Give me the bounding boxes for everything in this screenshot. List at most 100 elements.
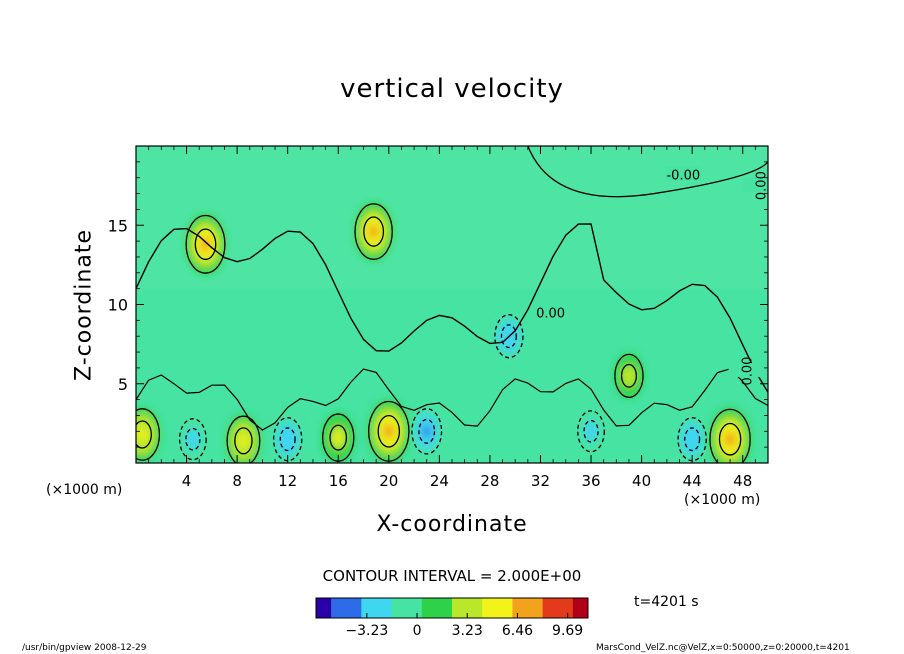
contour-ring [363,216,385,247]
x-tick-label: 44 [683,472,702,490]
contour-label: -0.00 [666,169,700,184]
colorbar-tick-label: 0 [413,623,422,639]
colorbar-cell [361,598,370,618]
colorbar-cell [520,598,529,618]
colorbar-cell [497,598,506,618]
colorbar-cell [452,598,461,618]
feature-9 [411,407,443,455]
x-tick-label: 24 [430,472,449,490]
contour-ring [279,427,296,452]
contour-label: 0.00 [754,171,769,200]
colorbar-cell [391,598,400,618]
colorbar-cell [512,598,521,618]
colorbar-cell [572,598,581,618]
contour-ring [226,415,261,463]
contour-ring [583,419,599,443]
colorbar-cell [467,598,476,618]
x-tick-label: 4 [182,472,192,490]
x-axis-label: X-coordinate [376,512,528,537]
feature-level [587,425,595,437]
contour-ring [329,424,348,451]
feature-5 [226,414,261,463]
x-tick-label: 40 [632,472,651,490]
footer-right: MarsCond_VelZ.nc@VelZ,x=0:50000,z=0:2000… [596,643,850,653]
upper-contour [527,146,768,198]
colorbar-cell [316,598,325,618]
contour-ring [709,408,751,463]
contour-ring [136,420,152,449]
contour-ring [614,353,644,398]
contour-ring [411,408,443,455]
y-tick-label: 15 [108,216,128,235]
contour-ring [185,427,201,451]
colorbar-cell [406,598,415,618]
contour-label-bg [665,166,702,181]
contour-ring [577,410,605,453]
contour-ring [418,418,436,444]
contour-ring [178,418,207,461]
colorbar-cell [557,598,566,618]
x-tick-label: 32 [531,472,550,490]
colorbar-cell [489,598,498,618]
x-tick-label: 12 [278,472,297,490]
y-axis-label: Z-coordinate [71,229,97,381]
x-axis-unit: (×1000 m) [684,492,761,508]
x-tick-label: 48 [733,472,752,490]
feature-12 [708,407,752,463]
feature-3 [367,399,410,463]
contour-label-bg [532,304,569,319]
x-tick-label: 28 [480,472,499,490]
colorbar-cell [338,598,347,618]
colorbar-tick-label: 6.46 [502,623,533,639]
x-tick-label: 36 [581,472,600,490]
colorbar-cell [444,598,453,618]
feature-level [283,433,292,445]
colorbar-cell [384,598,393,618]
upper-band [136,146,768,289]
contour-label: 0.00 [536,306,565,321]
feature-level [625,370,633,382]
colorbar-cell [353,598,362,618]
contour-label-bg [728,363,765,378]
colorbar-cell [459,598,468,618]
contour-label-bg [742,177,768,192]
feature-level [239,434,248,448]
colorbar-cell [376,598,385,618]
colorbar-cell [331,598,340,618]
contour-interval-note: CONTOUR INTERVAL = 2.000E+00 [322,567,582,585]
colorbar-cell [535,598,544,618]
contour-ring [354,203,393,260]
feature-2 [354,202,394,261]
y-axis-unit: (×1000 m) [46,482,123,498]
contour-ring [185,214,226,274]
colorbar-cell [542,598,551,618]
feature-4 [272,416,303,462]
colorbar-tick-label: 3.23 [452,623,483,639]
colorbar-cell [429,598,438,618]
contour-ring [234,427,253,455]
plot-field [136,146,768,463]
feature-7 [136,407,161,462]
chart-title: vertical velocity [340,74,564,104]
colorbar-cell [368,598,377,618]
zero-contour [136,223,768,393]
colorbar-cell [482,598,491,618]
contour-ring [684,427,701,452]
colorbar: −3.23 0 3.23 6.46 9.69 [315,597,589,639]
colorbar-tick-label: 9.69 [552,623,583,639]
feature-level [688,433,696,445]
contour-ring [494,314,524,359]
colorbar-cell [323,598,332,618]
feature-level [189,433,197,445]
plot-background [136,146,768,463]
time-label: t=4201 s [634,594,699,610]
contour-ring [718,422,742,456]
contour-ring [194,228,217,261]
x-tick-label: 8 [232,472,242,490]
colorbar-cell [421,598,430,618]
feature-level [422,425,431,438]
contour-lines: 0.00 -0.00 0.00 0.00 [136,146,769,463]
colorbar-cell [527,598,536,618]
colorbar-tick-label: −3.23 [345,623,388,639]
